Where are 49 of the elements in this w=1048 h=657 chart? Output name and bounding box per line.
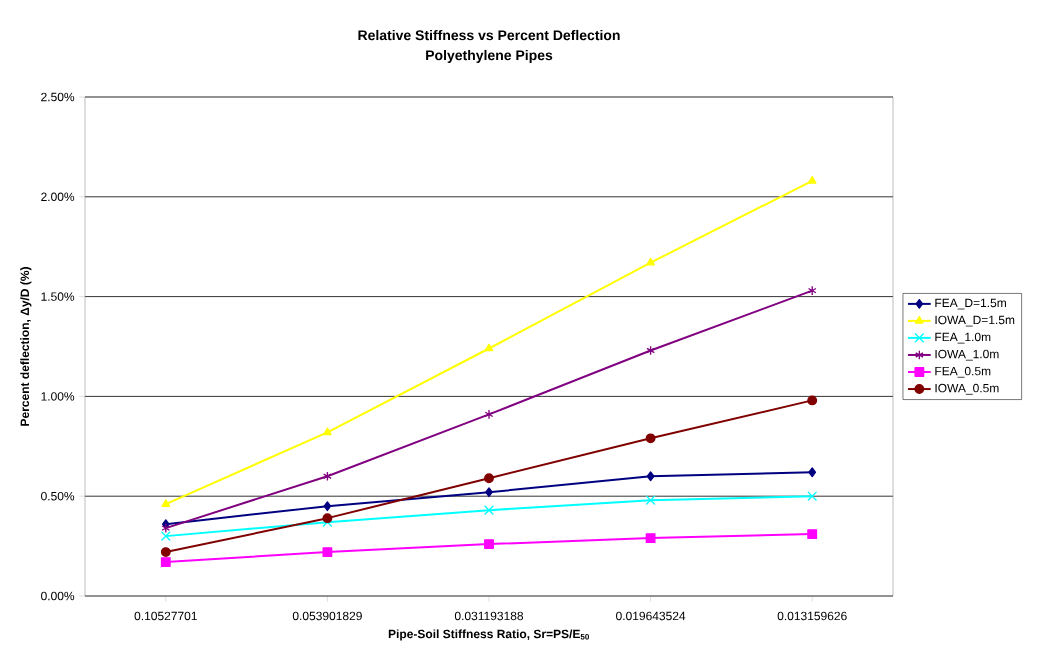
point — [484, 409, 494, 420]
chart-title: Relative Stiffness vs Percent Deflection — [358, 29, 620, 41]
y-tick-label: 2.50% — [41, 92, 75, 102]
x-axis-title: Pipe-Soil Stiffness Ratio, Sr=PS/E$_{50}$ — [388, 629, 589, 641]
point — [160, 531, 171, 542]
point — [645, 495, 656, 506]
legend-label: FEA_1.0m — [935, 332, 991, 344]
chart-subtitle: Polyethylene Pipes — [426, 49, 553, 63]
point — [322, 513, 333, 524]
legend-label: FEA_D=1.5m — [935, 298, 1006, 310]
point — [161, 499, 171, 507]
point — [322, 547, 333, 558]
point — [323, 427, 332, 436]
y-tick-label: 0.00% — [41, 591, 75, 601]
point — [808, 467, 817, 478]
y-tick-label: 2.00% — [41, 192, 75, 202]
point — [160, 547, 171, 558]
point — [323, 501, 332, 512]
legend-label: FEA_0.5m — [935, 366, 991, 378]
x-tick-label: 0.013159626 — [777, 611, 847, 621]
point — [807, 175, 817, 184]
y-tick-label: 1.00% — [41, 392, 75, 401]
x-tick-label: 0.053901829 — [292, 611, 362, 621]
x-tick-label: 0.019643524 — [616, 611, 686, 621]
y-axis-title: Percent deflection, Δy/D (%) — [20, 267, 32, 426]
point — [807, 395, 818, 406]
point — [323, 471, 332, 482]
point — [485, 487, 493, 498]
point — [807, 491, 818, 502]
point — [161, 523, 171, 534]
legend-label: IOWA_0.5m — [935, 383, 999, 395]
y-tick-label: 0.50% — [41, 491, 75, 501]
point — [645, 533, 656, 544]
point — [807, 285, 817, 296]
point — [484, 505, 495, 516]
point — [484, 539, 494, 550]
point — [484, 343, 494, 352]
legend-label: IOWA_1.0m — [935, 349, 999, 361]
point — [646, 345, 655, 356]
point — [646, 471, 655, 482]
point — [484, 473, 494, 484]
point — [807, 529, 818, 540]
x-tick-label: 0.031193188 — [454, 611, 524, 621]
point — [645, 433, 656, 444]
legend-label: IOWA_D=1.5m — [935, 315, 1015, 327]
point — [646, 257, 655, 266]
y-tick-label: 1.50% — [41, 292, 75, 301]
x-tick-label: 0.10527701 — [134, 611, 197, 621]
point — [160, 557, 171, 567]
